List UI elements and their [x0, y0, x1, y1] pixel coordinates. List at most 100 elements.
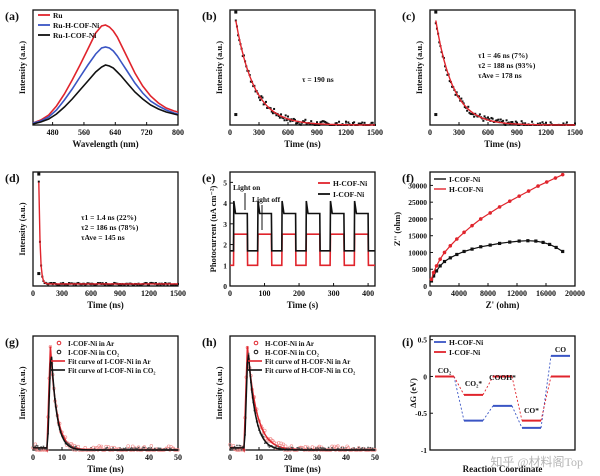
connector	[482, 376, 494, 396]
fit-curve	[230, 354, 375, 451]
data-point	[234, 10, 238, 14]
legend-entry: I-COF-Ni	[449, 348, 480, 357]
data-point	[504, 124, 507, 126]
y-tick-label: 30000	[408, 181, 427, 190]
fit-curve	[33, 356, 178, 451]
legend-entry: Fit curve of I-COF-Ni in CO₂	[68, 367, 155, 375]
data-point	[292, 117, 295, 120]
data-point	[134, 447, 136, 449]
x-tick-label: 300	[453, 128, 465, 137]
data-point	[122, 447, 125, 450]
data-point	[320, 120, 323, 123]
chart-panel-c: 0 300 600 900 1200 1500 Time (ns) Intensity (a.…	[402, 9, 583, 149]
data-point	[290, 446, 293, 449]
data-point	[488, 211, 492, 215]
data-point	[442, 250, 447, 255]
connector	[511, 405, 523, 429]
x-tick-label: 100	[259, 289, 271, 298]
data-point	[327, 446, 330, 449]
data-point	[283, 444, 288, 448]
data-point	[469, 112, 472, 115]
x-tick-label: 900	[511, 128, 523, 137]
y-tick-label: 20000	[408, 215, 427, 224]
legend-entry: H-COF-Ni in CO₂	[265, 349, 319, 357]
data-point	[534, 239, 538, 243]
data-point	[514, 120, 517, 123]
data-point	[267, 444, 270, 447]
data-point	[58, 283, 61, 286]
plot-frame	[32, 9, 179, 126]
annotation: τ2 = 188 ns (93%)	[478, 61, 536, 70]
data-point	[355, 448, 358, 450]
data-point	[135, 448, 138, 450]
data-point	[357, 122, 360, 125]
plot-frame	[32, 171, 179, 287]
data-point	[448, 80, 451, 83]
x-tick-label: 40	[145, 453, 153, 462]
data-point	[252, 85, 255, 88]
data-point	[120, 448, 122, 451]
data-point	[131, 448, 134, 450]
data-point	[150, 281, 153, 284]
data-point	[544, 180, 549, 184]
data-point	[510, 121, 513, 124]
data-point	[93, 283, 96, 286]
data-point	[488, 118, 491, 121]
panel-label: (d)	[5, 171, 20, 185]
data-point	[236, 444, 238, 447]
data-point	[548, 242, 552, 247]
y-tick-label: -1	[421, 446, 427, 455]
data-point	[310, 120, 313, 123]
data-point	[337, 447, 339, 450]
data-point	[67, 282, 70, 285]
data-point	[275, 445, 278, 447]
data-point	[358, 122, 361, 125]
data-point	[148, 283, 150, 286]
data-point	[131, 283, 134, 286]
plot-frame	[229, 9, 376, 126]
data-point	[49, 282, 52, 285]
data-point	[320, 447, 323, 450]
x-tick-label: 640	[109, 128, 121, 137]
data-point	[138, 283, 141, 286]
data-point	[105, 282, 108, 285]
data-point	[326, 122, 329, 125]
y-axis-label: Z'' (ohm)	[392, 212, 402, 246]
data-point	[363, 121, 366, 124]
data-point	[143, 446, 146, 449]
x-tick-label: 4000	[451, 289, 467, 298]
x-tick-label: 20	[284, 453, 292, 462]
x-tick-label: 10	[255, 453, 263, 462]
data-point	[285, 119, 288, 122]
data-point	[361, 121, 364, 124]
data-point	[319, 447, 322, 449]
y-tick-label: 0	[423, 372, 427, 381]
data-point	[40, 446, 42, 448]
data-point	[156, 283, 159, 286]
data-point	[460, 97, 463, 100]
x-tick-label: 20000	[565, 289, 585, 298]
data-point	[136, 445, 141, 449]
data-point	[277, 441, 281, 445]
data-point	[282, 117, 285, 120]
data-point	[468, 111, 471, 114]
data-point	[241, 446, 244, 448]
connector	[540, 376, 552, 421]
data-point	[94, 283, 97, 286]
data-point	[70, 445, 73, 448]
data-point	[351, 121, 354, 124]
y-axis-label: Intensity (a.u.)	[214, 41, 224, 94]
data-point	[170, 283, 173, 286]
data-point	[281, 449, 283, 451]
data-point	[482, 119, 485, 122]
data-point	[491, 117, 494, 120]
x-axis-label: Time (ns)	[87, 464, 124, 474]
legend-entry: Fit curve of H-COF-Ni in Ar	[265, 358, 350, 366]
data-point	[363, 447, 366, 450]
series-line	[32, 46, 179, 124]
data-point	[458, 95, 460, 98]
x-tick-label: 600	[482, 128, 494, 137]
data-point	[487, 116, 489, 119]
data-point	[239, 445, 242, 447]
